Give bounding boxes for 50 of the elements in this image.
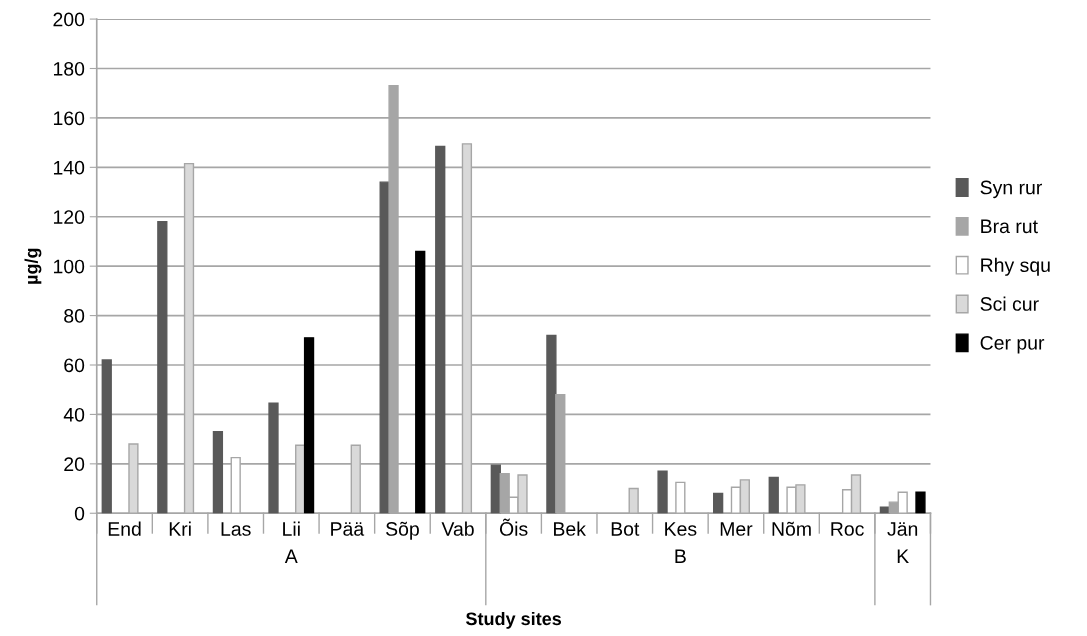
x-tick-label: Sõp [386,521,419,540]
y-axis-title: µg/g [24,248,42,284]
y-tick-label: 160 [53,111,85,126]
y-tick-label: 120 [53,210,85,224]
bar [101,359,112,514]
bar [879,506,891,514]
x-tick-label: Nõm [772,521,811,536]
x-tick-label: Bek [554,521,586,536]
x-tick-label: Kes [665,522,697,536]
legend-label: Sci cur [980,296,1039,311]
x-axis-title: Study sites [465,611,562,629]
bar [212,431,224,514]
bar [157,220,168,514]
y-tick-label: 60 [64,358,85,373]
legend-label: Rhy squ [981,257,1050,276]
bar [268,402,279,514]
bar [768,476,779,514]
y-tick-label: 180 [53,61,85,76]
y-tick-label: 40 [63,407,85,422]
bar [657,470,668,514]
x-tick-label: Kri [169,521,191,536]
x-tick-label: Mer [720,522,753,536]
legend-label: Bra rut [981,219,1038,234]
y-tick-label: 140 [53,160,85,175]
y-tick-label: 80 [64,309,85,323]
bar [490,464,501,514]
y-tick-label: 200 [53,12,85,27]
x-tick-label: End [108,521,141,536]
x-tick-label: Pää [331,522,365,536]
x-tick-label: Jän [887,522,918,536]
y-tick-label: 20 [64,457,85,472]
bar [915,491,926,514]
text: K [897,549,909,563]
x-tick-label: Roc [831,522,864,536]
x-tick-label: Las [221,522,251,536]
bar [546,334,557,514]
text: B [675,549,686,563]
x-tick-label: Vab [441,521,474,536]
x-tick-label: Lii [283,521,300,536]
legend-label: Cer pur [980,335,1045,354]
legend-label: Syn rur [980,180,1042,199]
bar [435,145,446,514]
bar [713,492,724,514]
text: A [284,549,298,563]
x-tick-label: Bot [611,522,640,536]
y-tick-label: 0 [74,506,85,521]
bar [415,250,426,514]
bar [303,337,315,514]
y-tick-label: 100 [53,259,85,274]
x-tick-label: Õis [499,518,528,536]
